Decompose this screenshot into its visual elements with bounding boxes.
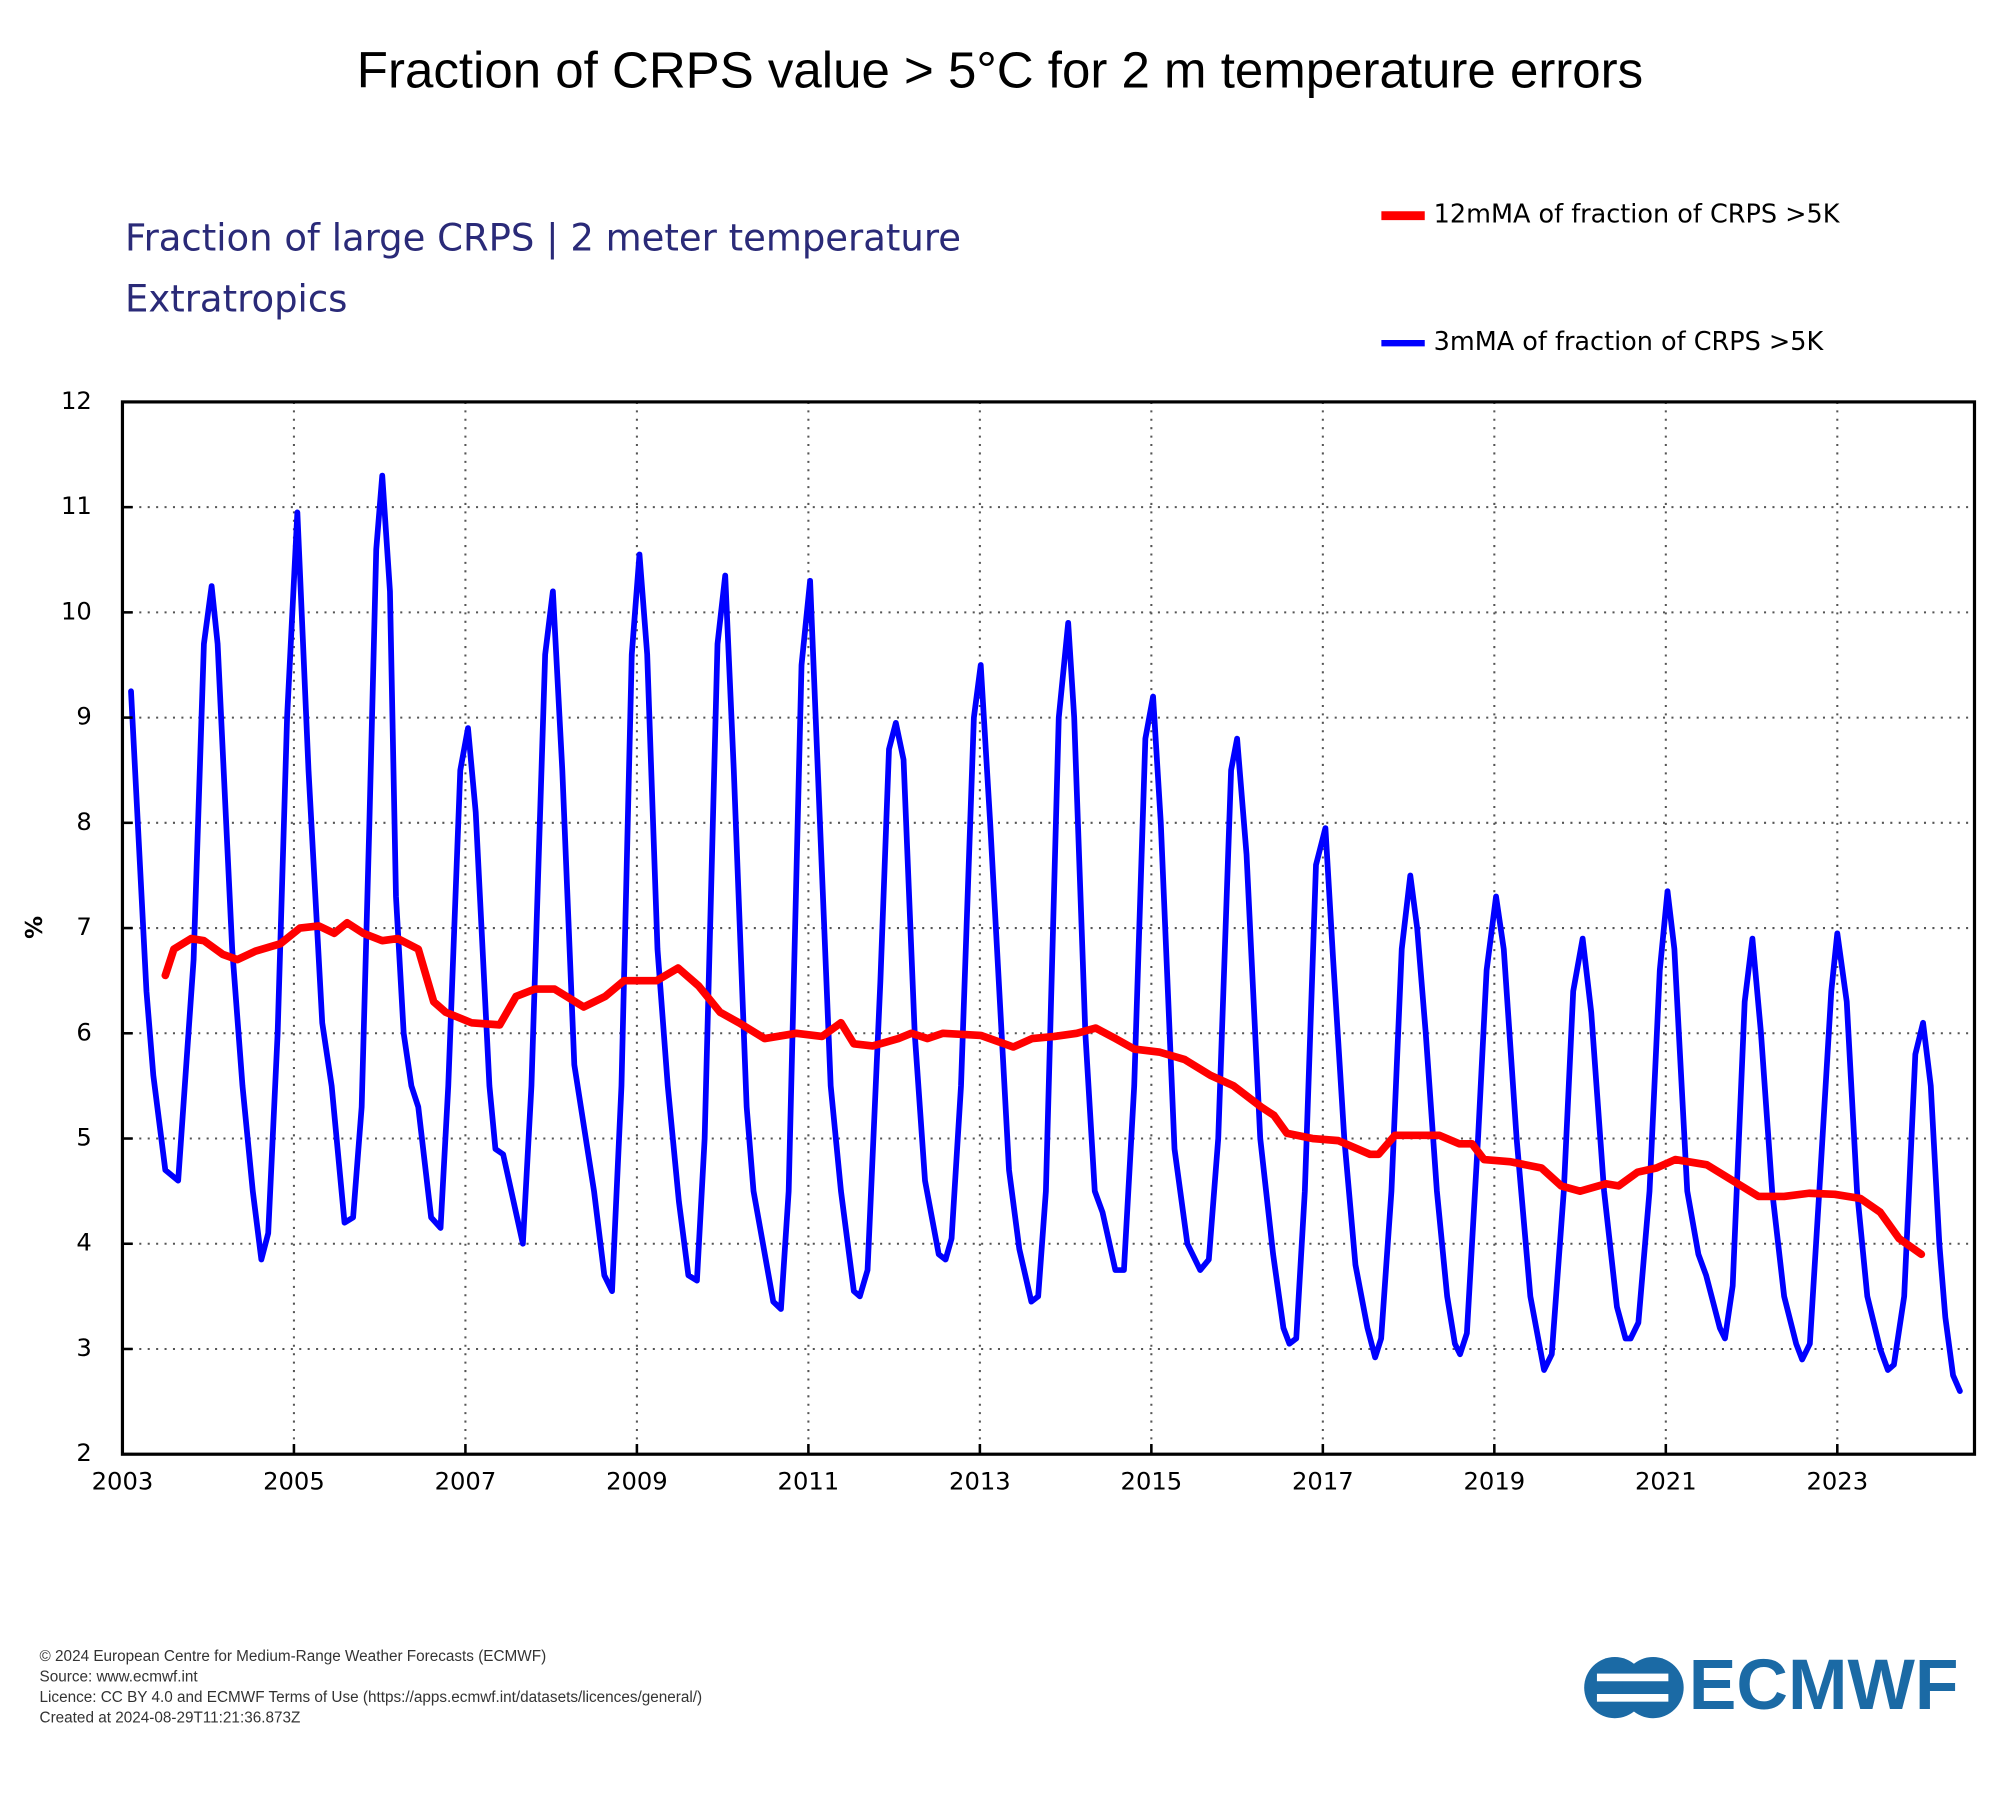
- y-tick-label: 12: [61, 387, 92, 415]
- y-tick-label: 4: [76, 1229, 91, 1257]
- series-line: [161, 918, 1926, 1259]
- chart-subtitle: Extratropics: [125, 278, 347, 321]
- y-tick-label: 3: [76, 1334, 91, 1362]
- x-tick-label: 2021: [1635, 1467, 1697, 1495]
- x-tick-label: 2007: [435, 1467, 497, 1495]
- x-tick-label: 2017: [1292, 1467, 1354, 1495]
- chart-title: Fraction of large CRPS | 2 meter tempera…: [125, 216, 961, 260]
- x-tick-label: 2011: [778, 1467, 840, 1495]
- y-tick-label: 9: [76, 703, 91, 731]
- logo-text: ECMWF: [1689, 1645, 1959, 1725]
- footer-line: © 2024 European Centre for Medium-Range …: [40, 1648, 547, 1665]
- footer-line: Source: www.ecmwf.int: [40, 1668, 199, 1685]
- series-line: [128, 472, 1963, 1394]
- y-tick-label: 2: [76, 1439, 91, 1467]
- plot-lines: [128, 472, 1963, 1394]
- x-tick-label: 2003: [92, 1467, 154, 1495]
- ticks: 2 3 4 5 6 7 8 9 10 11 12 2003 2005 2007 2009 2011 2013 20…: [61, 387, 1868, 1495]
- x-tick-label: 2009: [606, 1467, 668, 1495]
- y-tick-label: 6: [76, 1018, 91, 1046]
- y-tick-label: 8: [76, 808, 91, 836]
- legend-label: 3mMA of fraction of CRPS >5K: [1434, 327, 1825, 357]
- legend-label: 12mMA of fraction of CRPS >5K: [1434, 200, 1841, 230]
- y-tick-label: 10: [61, 597, 92, 625]
- x-tick-label: 2019: [1464, 1467, 1526, 1495]
- footer-line: Licence: CC BY 4.0 and ECMWF Terms of Us…: [40, 1689, 703, 1706]
- y-tick-label: 7: [76, 913, 91, 941]
- x-tick-label: 2015: [1121, 1467, 1183, 1495]
- x-tick-label: 2023: [1806, 1467, 1868, 1495]
- footer-line: Created at 2024-08-29T11:21:36.873Z: [40, 1709, 301, 1726]
- logo-icon: [1584, 1657, 1684, 1719]
- y-tick-label: 5: [76, 1124, 91, 1152]
- x-tick-label: 2013: [949, 1467, 1011, 1495]
- legend: 12mMA of fraction of CRPS >5K 3mMA of fra…: [1381, 200, 1841, 357]
- y-axis-label: %: [22, 916, 48, 939]
- page-title: Fraction of CRPS value > 5°C for 2 m tem…: [357, 42, 1643, 99]
- x-tick-label: 2005: [263, 1467, 325, 1495]
- y-tick-label: 11: [61, 492, 92, 520]
